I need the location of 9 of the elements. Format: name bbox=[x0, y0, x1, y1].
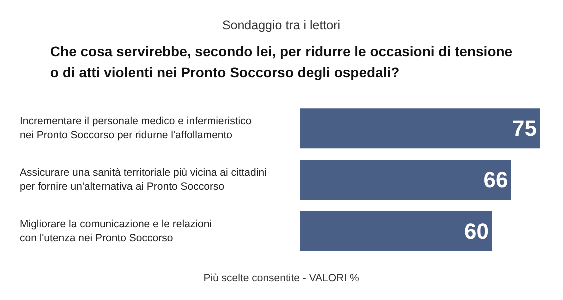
data-label: 66 bbox=[484, 168, 508, 192]
y-tick-label: Assicurare una sanità territoriale più vicina ai cittadini per fornire un'alternativa ai Pronto Soccorso bbox=[20, 167, 267, 193]
chart-subtitle: Sondaggio tra i lettori bbox=[222, 18, 341, 32]
y-tick-label: Incrementare il personale medico e infermieristico nei Pronto Soccorso per ridurne l'affollamento bbox=[20, 116, 252, 142]
chart-title: Che cosa servirebbe, secondo lei, per ridurre le occasioni di tensione o di atti violenti nei Pronto Soccorso degli ospedali? bbox=[50, 44, 513, 80]
data-label: 75 bbox=[512, 116, 537, 142]
y-tick-label: Migliorare la comunicazione e le relazioni con l'utenza nei Pronto Soccorso bbox=[20, 218, 212, 244]
data-label: 60 bbox=[464, 218, 489, 244]
text: Più scelte consentite - VALORI % bbox=[204, 272, 360, 284]
